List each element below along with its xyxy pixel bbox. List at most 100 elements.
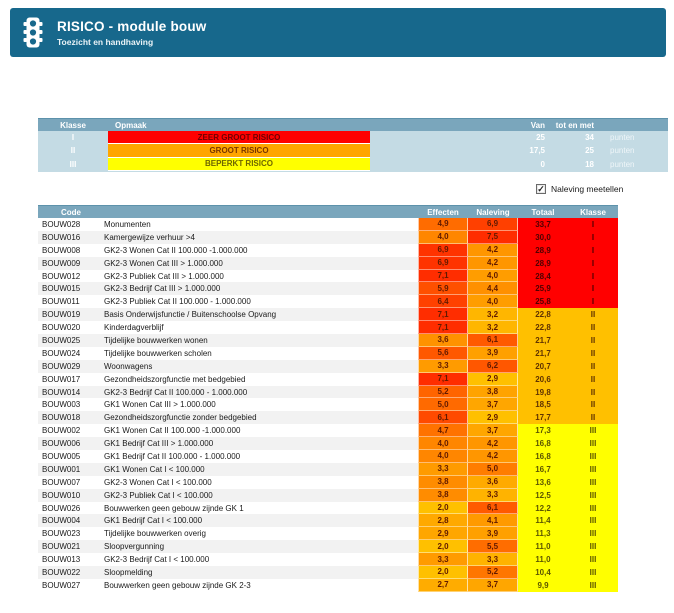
risk-klasse-cell[interactable]: III xyxy=(568,488,618,502)
legend-opmaak-cell[interactable]: BEPERKT RISICO xyxy=(108,157,370,171)
risk-name-cell[interactable]: GK1 Bedrijf Cat II 100.000 - 1.000.000 xyxy=(100,450,418,463)
risk-naleving-cell[interactable]: 3,9 xyxy=(468,527,518,541)
risk-effecten-cell[interactable]: 5,6 xyxy=(418,346,468,360)
legend-klasse-value[interactable]: II xyxy=(70,146,76,156)
risk-effecten-cell[interactable]: 4,9 xyxy=(418,218,468,231)
risk-effecten-cell[interactable]: 2,7 xyxy=(418,578,468,592)
risk-code-cell[interactable]: BOUW027 xyxy=(38,578,100,592)
risk-naleving-cell[interactable]: 6,1 xyxy=(468,334,518,347)
risk-naleving-cell[interactable]: 7,5 xyxy=(468,230,518,244)
risk-effecten-cell[interactable]: 6,9 xyxy=(418,243,468,257)
risk-name-cell[interactable]: GK1 Bedrijf Cat I < 100.000 xyxy=(100,514,418,528)
risk-name-cell[interactable]: Tijdelijke bouwwerken overig xyxy=(100,527,418,541)
risk-name-cell[interactable]: Monumenten xyxy=(100,218,418,231)
risk-effecten-cell[interactable]: 7,1 xyxy=(418,372,468,386)
risk-totaal-cell[interactable]: 21,7 xyxy=(518,334,568,347)
risk-totaal-cell[interactable]: 16,8 xyxy=(518,450,568,463)
risk-name-cell[interactable]: GK2-3 Wonen Cat II 100.000 -1.000.000 xyxy=(100,243,418,257)
risk-name-cell[interactable]: GK2-3 Bedrijf Cat III > 1.000.000 xyxy=(100,282,418,296)
risk-name-cell[interactable]: Basis Onderwijsfunctie / Buitenschoolse … xyxy=(100,308,418,322)
risk-name-cell[interactable]: Woonwagens xyxy=(100,359,418,373)
risk-totaal-cell[interactable]: 18,5 xyxy=(518,398,568,412)
risk-totaal-cell[interactable]: 25,9 xyxy=(518,282,568,296)
risk-code-cell[interactable]: BOUW017 xyxy=(38,372,100,386)
risk-klasse-cell[interactable]: II xyxy=(568,346,618,360)
legend-tot-en-met-value[interactable]: 25 xyxy=(585,146,594,156)
risk-name-cell[interactable]: GK1 Bedrijf Cat III > 1.000.000 xyxy=(100,437,418,451)
risk-totaal-cell[interactable]: 13,6 xyxy=(518,475,568,489)
risk-totaal-cell[interactable]: 11,4 xyxy=(518,514,568,528)
risk-effecten-cell[interactable]: 4,7 xyxy=(418,424,468,438)
risk-name-cell[interactable]: Gezondheidszorgfunctie met bedgebied xyxy=(100,372,418,386)
risk-naleving-cell[interactable]: 5,2 xyxy=(468,566,518,579)
risk-klasse-cell[interactable]: III xyxy=(568,450,618,463)
risk-naleving-cell[interactable]: 6,1 xyxy=(468,501,518,515)
risk-name-cell[interactable]: Bouwwerken geen gebouw zijnde GK 2-3 xyxy=(100,578,418,592)
risk-name-cell[interactable]: Bouwwerken geen gebouw zijnde GK 1 xyxy=(100,501,418,515)
risk-klasse-cell[interactable]: II xyxy=(568,308,618,322)
risk-naleving-cell[interactable]: 4,2 xyxy=(468,450,518,463)
risk-totaal-cell[interactable]: 20,7 xyxy=(518,359,568,373)
risk-effecten-cell[interactable]: 3,8 xyxy=(418,488,468,502)
risk-effecten-cell[interactable]: 7,1 xyxy=(418,269,468,283)
risk-naleving-cell[interactable]: 3,3 xyxy=(468,488,518,502)
risk-code-cell[interactable]: BOUW029 xyxy=(38,359,100,373)
risk-naleving-cell[interactable]: 3,9 xyxy=(468,346,518,360)
risk-effecten-cell[interactable]: 2,0 xyxy=(418,540,468,554)
risk-klasse-cell[interactable]: I xyxy=(568,256,618,270)
risk-totaal-cell[interactable]: 25,8 xyxy=(518,295,568,309)
risk-totaal-cell[interactable]: 10,4 xyxy=(518,566,568,579)
naleving-checkbox[interactable]: ✓ Naleving meetellen xyxy=(536,184,623,194)
risk-naleving-cell[interactable]: 2,9 xyxy=(468,372,518,386)
risk-totaal-cell[interactable]: 28,9 xyxy=(518,243,568,257)
risk-code-cell[interactable]: BOUW002 xyxy=(38,424,100,438)
risk-effecten-cell[interactable]: 7,1 xyxy=(418,321,468,335)
risk-naleving-cell[interactable]: 3,2 xyxy=(468,321,518,335)
risk-totaal-cell[interactable]: 17,3 xyxy=(518,424,568,438)
risk-name-cell[interactable]: GK1 Wonen Cat III > 1.000.000 xyxy=(100,398,418,412)
risk-naleving-cell[interactable]: 3,6 xyxy=(468,475,518,489)
risk-totaal-cell[interactable]: 33,7 xyxy=(518,218,568,231)
risk-name-cell[interactable]: GK2-3 Bedrijf Cat I < 100.000 xyxy=(100,553,418,567)
risk-klasse-cell[interactable]: III xyxy=(568,475,618,489)
risk-klasse-cell[interactable]: I xyxy=(568,282,618,296)
risk-klasse-cell[interactable]: II xyxy=(568,385,618,399)
risk-effecten-cell[interactable]: 5,0 xyxy=(418,398,468,412)
risk-name-cell[interactable]: GK2-3 Publiek Cat III > 1.000.000 xyxy=(100,269,418,283)
risk-totaal-cell[interactable]: 12,2 xyxy=(518,501,568,515)
risk-effecten-cell[interactable]: 7,1 xyxy=(418,308,468,322)
risk-code-cell[interactable]: BOUW025 xyxy=(38,334,100,347)
risk-name-cell[interactable]: GK1 Wonen Cat I < 100.000 xyxy=(100,462,418,476)
risk-effecten-cell[interactable]: 5,2 xyxy=(418,385,468,399)
risk-naleving-cell[interactable]: 5,5 xyxy=(468,540,518,554)
risk-name-cell[interactable]: GK2-3 Wonen Cat I < 100.000 xyxy=(100,475,418,489)
risk-name-cell[interactable]: GK2-3 Publiek Cat II 100.000 - 1.000.000 xyxy=(100,295,418,309)
risk-klasse-cell[interactable]: III xyxy=(568,514,618,528)
risk-klasse-cell[interactable]: I xyxy=(568,295,618,309)
risk-effecten-cell[interactable]: 6,4 xyxy=(418,295,468,309)
risk-code-cell[interactable]: BOUW022 xyxy=(38,566,100,579)
risk-code-cell[interactable]: BOUW010 xyxy=(38,488,100,502)
risk-code-cell[interactable]: BOUW016 xyxy=(38,230,100,244)
risk-code-cell[interactable]: BOUW024 xyxy=(38,346,100,360)
risk-code-cell[interactable]: BOUW005 xyxy=(38,450,100,463)
risk-klasse-cell[interactable]: I xyxy=(568,230,618,244)
risk-totaal-cell[interactable]: 30,0 xyxy=(518,230,568,244)
risk-code-cell[interactable]: BOUW021 xyxy=(38,540,100,554)
risk-klasse-cell[interactable]: III xyxy=(568,566,618,579)
risk-code-cell[interactable]: BOUW018 xyxy=(38,411,100,425)
risk-klasse-cell[interactable]: II xyxy=(568,359,618,373)
risk-effecten-cell[interactable]: 3,3 xyxy=(418,462,468,476)
risk-naleving-cell[interactable]: 4,2 xyxy=(468,243,518,257)
risk-effecten-cell[interactable]: 5,9 xyxy=(418,282,468,296)
legend-van-value[interactable]: 25 xyxy=(536,133,545,143)
risk-klasse-cell[interactable]: II xyxy=(568,372,618,386)
risk-name-cell[interactable]: Kamergewijze verhuur >4 xyxy=(100,230,418,244)
risk-code-cell[interactable]: BOUW011 xyxy=(38,295,100,309)
legend-klasse-value[interactable]: I xyxy=(71,133,75,143)
risk-naleving-cell[interactable]: 3,7 xyxy=(468,398,518,412)
risk-totaal-cell[interactable]: 16,8 xyxy=(518,437,568,451)
risk-naleving-cell[interactable]: 4,2 xyxy=(468,256,518,270)
risk-name-cell[interactable]: Sloopmelding xyxy=(100,566,418,579)
risk-totaal-cell[interactable]: 22,8 xyxy=(518,308,568,322)
